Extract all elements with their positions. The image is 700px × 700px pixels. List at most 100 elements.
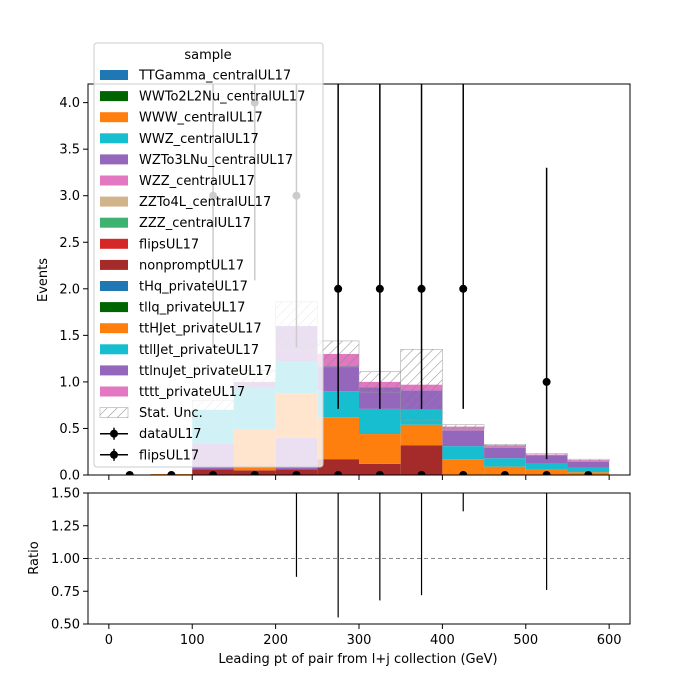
data-point-0 xyxy=(125,471,134,475)
legend-swatch-13 xyxy=(100,344,128,355)
data-point-2 xyxy=(209,471,218,475)
legend-swatch-9 xyxy=(100,259,128,270)
data-point-17 xyxy=(542,471,551,475)
stat-unc-band-bin8 xyxy=(442,424,485,429)
main-y-tick-label: 0.0 xyxy=(59,469,80,484)
histogram-bar-bin6-seg0 xyxy=(359,463,401,475)
main-y-tick-label: 3.5 xyxy=(59,143,80,158)
data-point-14 xyxy=(459,471,468,475)
legend-label-10: tHq_privateUL17 xyxy=(139,280,248,295)
ratio-y-tick-label: 1.00 xyxy=(51,552,80,567)
data-point-1 xyxy=(167,471,176,475)
histogram-bar-bin9-seg3 xyxy=(484,445,526,449)
legend-label-5: WZZ_centralUL17 xyxy=(139,174,255,189)
histogram-bar-bin7-seg0 xyxy=(400,445,443,475)
legend-swatch-4 xyxy=(100,154,128,165)
histogram-bar-bin6-seg1 xyxy=(359,434,401,464)
main-y-ticks: 0.0 0.5 1.0 1.5 2.0 2.5 3.0 3.5 4.0 xyxy=(59,96,88,484)
main-y-tick-label: 0.5 xyxy=(59,422,80,437)
ratio-y-ticks: 0.50 0.75 1.00 1.25 1.50 xyxy=(51,487,88,633)
data-point-12 xyxy=(417,471,426,475)
ratio-y-tick-label: 1.25 xyxy=(51,519,80,534)
legend-swatch-11 xyxy=(100,302,128,313)
legend-frame xyxy=(93,42,324,468)
histogram-bar-bin6-seg2 xyxy=(359,408,401,435)
legend-label-1: WWTo2L2Nu_centralUL17 xyxy=(139,90,305,105)
ratio-y-tick-label: 0.50 xyxy=(51,618,80,633)
legend-label-6: ZZTo4L_centralUL17 xyxy=(139,195,271,210)
main-y-tick-label: 3.0 xyxy=(59,189,80,204)
x-tick-label: 500 xyxy=(513,633,538,648)
histogram-bar-bin10-seg1 xyxy=(525,463,568,470)
legend-swatch-10 xyxy=(100,281,128,291)
legend-swatch-7 xyxy=(100,217,128,228)
legend-swatch-3 xyxy=(100,133,128,144)
legend-swatch-8 xyxy=(100,238,128,249)
main-y-tick-label: 1.5 xyxy=(59,329,80,344)
data-point-13 xyxy=(417,284,426,293)
x-tick-label: 600 xyxy=(597,633,622,648)
main-y-tick-label: 2.5 xyxy=(59,236,80,251)
main-y-axis-label: Events xyxy=(36,258,51,302)
data-point-16 xyxy=(500,471,509,475)
legend-swatch-16 xyxy=(99,407,129,418)
legend-swatch-15 xyxy=(100,386,128,397)
legend-label-4: WZTo3LNu_centralUL17 xyxy=(139,153,293,168)
ratio-y-axis-label: Ratio xyxy=(27,541,42,574)
x-tick-label: 0 xyxy=(105,633,113,648)
legend-label-16: Stat. Unc. xyxy=(139,406,203,421)
data-point-18 xyxy=(542,377,551,386)
legend-title: sample xyxy=(184,48,231,63)
legend-label-7: ZZZ_centralUL17 xyxy=(139,216,251,231)
data-point-15 xyxy=(459,284,468,293)
ratio-plot-frame xyxy=(87,492,631,625)
histogram-bar-bin5-seg0 xyxy=(317,459,359,475)
data-point-6 xyxy=(292,471,301,475)
legend-label-9: nonpromptUL17 xyxy=(139,258,244,273)
legend-swatch-5 xyxy=(100,175,128,186)
ratio-content xyxy=(88,493,630,618)
histogram-bar-bin8-seg0 xyxy=(442,459,485,475)
legend-label-2: WWW_centralUL17 xyxy=(139,111,263,126)
x-tick-label: 200 xyxy=(263,633,288,648)
histogram-bar-bin5-seg1 xyxy=(317,417,359,460)
legend-swatch-14 xyxy=(100,365,128,376)
legend-entries: TTGamma_centralUL17 WWTo2L2Nu_centralUL17… xyxy=(99,69,305,463)
data-point-11 xyxy=(375,284,384,293)
legend-label-12: ttHJet_privateUL17 xyxy=(139,322,262,337)
ratio-y-tick-label: 0.75 xyxy=(51,585,80,600)
ratio-x-ticks: 0 100 200 300 400 500 600 xyxy=(105,624,622,648)
ratio-plot-panel: 0.50 0.75 1.00 1.25 1.50 0 100 200 300 400 500 600… xyxy=(27,487,631,648)
legend-swatch-1 xyxy=(100,91,128,102)
legend-label-17: dataUL17 xyxy=(139,427,202,442)
histogram-bar-bin9-seg1 xyxy=(484,458,526,467)
legend-label-18: flipsUL17 xyxy=(139,448,199,463)
histogram-bar-bin10-seg2 xyxy=(525,455,568,464)
main-y-tick-label: 1.0 xyxy=(59,375,80,390)
legend-label-0: TTGamma_centralUL17 xyxy=(138,69,291,84)
legend-label-14: ttlnuJet_privateUL17 xyxy=(139,364,272,379)
legend-swatch-0 xyxy=(100,70,128,80)
stat-unc-band-bin11 xyxy=(567,458,610,462)
x-tick-label: 300 xyxy=(347,633,372,648)
x-tick-label: 400 xyxy=(430,633,455,648)
legend-label-15: tttt_privateUL17 xyxy=(139,385,245,400)
histogram-bar-bin9-seg0 xyxy=(484,466,526,475)
legend: sample TTGamma_centralUL17 WWTo2L2Nu_cent… xyxy=(93,42,324,468)
legend-swatch-2 xyxy=(100,112,128,123)
legend-marker-17 xyxy=(110,429,118,438)
legend-label-13: ttllJet_privateUL17 xyxy=(139,343,259,358)
data-point-4 xyxy=(250,471,259,475)
legend-label-11: tllq_privateUL17 xyxy=(139,301,245,316)
data-point-9 xyxy=(334,284,343,293)
main-y-tick-label: 2.0 xyxy=(59,282,80,297)
stat-unc-band-bin9 xyxy=(483,444,527,447)
legend-label-8: flipsUL17 xyxy=(139,237,199,252)
x-tick-label: 100 xyxy=(180,633,205,648)
legend-marker-18 xyxy=(110,450,118,459)
histogram-bar-bin7-seg1 xyxy=(400,424,443,446)
data-point-8 xyxy=(334,471,343,475)
legend-label-3: WWZ_centralUL17 xyxy=(139,132,259,147)
data-point-19 xyxy=(584,471,593,475)
